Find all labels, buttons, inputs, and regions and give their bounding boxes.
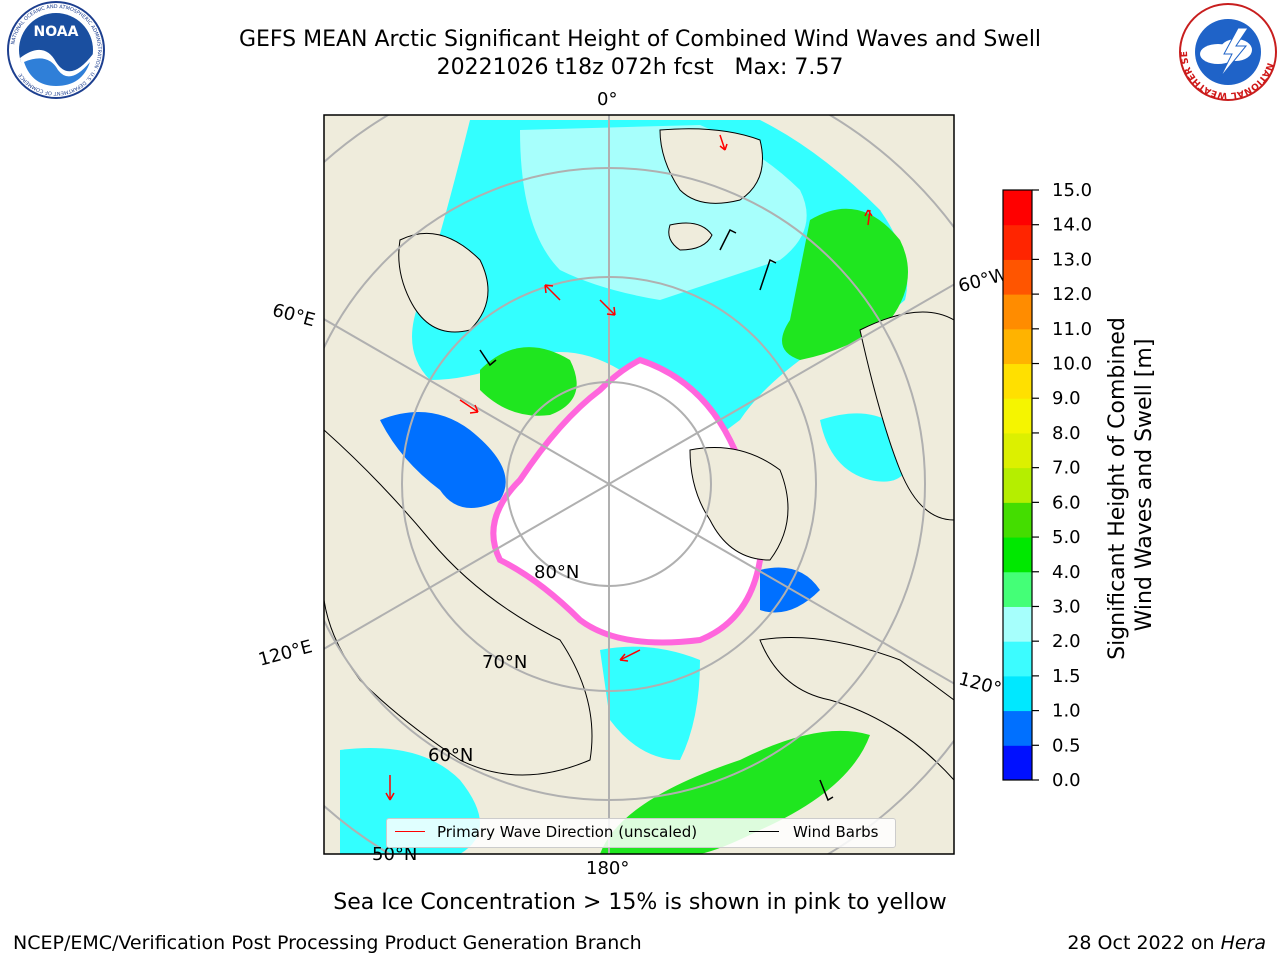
colorbar-tick-label: 15.0 [1052,180,1092,201]
colorbar-tick-label: 13.0 [1052,249,1092,270]
colorbar-bin [1003,641,1032,677]
wind-barbs-legend-label: Wind Barbs [793,823,879,841]
colorbar-bin [1003,606,1032,642]
lat-label-50n: 50°N [372,844,418,865]
colorbar-bin [1003,328,1032,365]
colorbar-bin [1003,363,1032,399]
footer-credit: NCEP/EMC/Verification Post Processing Pr… [13,932,642,954]
colorbar-tick-label: 5.0 [1052,527,1081,548]
map-frame [323,114,955,855]
colorbar-bin [1003,259,1032,295]
colorbar-label: Significant Height of Combined Wind Wave… [1105,310,1157,660]
colorbar-tick-label: 9.0 [1052,388,1081,409]
colorbar-tick-label: 2.0 [1052,631,1081,652]
chart-title: GEFS MEAN Arctic Significant Height of C… [238,27,1042,52]
nws-logo: NATIONAL WEATHER SERVICE [1176,0,1277,101]
arctic-archipelago [689,447,789,561]
footer-host: Hera [1220,932,1266,954]
sea-ice-note: Sea Ice Concentration > 15% is shown in … [333,890,947,915]
colorbar-tick-label: 11.0 [1052,319,1092,340]
colorbar-bin [1003,537,1032,573]
colorbar-bin [1003,190,1032,226]
beaufort-sea [760,567,820,613]
colorbar-bin [1003,571,1032,607]
lat-label-70n: 70°N [482,652,528,673]
colorbar-tick-label: 14.0 [1052,215,1092,236]
colorbar-bin [1003,398,1032,434]
wave-direction-arrows [385,134,873,801]
wind-barbs-legend-line [749,831,779,832]
colorbar-bin [1003,745,1032,781]
colorbar-bin [1003,502,1032,538]
wave-direction-legend-label: Primary Wave Direction (unscaled) [437,823,698,841]
chart-subtitle: 20221026 t18z 072h fcst Max: 7.57 [436,55,844,80]
colorbar-bin [1003,432,1032,469]
noaa-logo: NOAA NATIONAL OCEANIC AND ATMOSPHERIC AD… [7,1,105,99]
colorbar-tick-label: 7.0 [1052,458,1081,479]
colorbar-tick-label: 3.0 [1052,596,1081,617]
graticule [324,115,954,854]
colorbar-tick-label: 0.0 [1052,770,1081,791]
lat-label-60n: 60°N [428,745,474,766]
footer-date-text: 28 Oct 2022 on [1067,932,1221,954]
map-legend: Primary Wave Direction (unscaled) Wind B… [386,818,896,848]
alaska [759,637,954,781]
svalbard [668,222,713,251]
wind-barbs [479,228,834,802]
lon-label-0: 0° [597,89,618,110]
colorbar-tick-label: 1.0 [1052,701,1081,722]
colorbar-bin [1003,710,1032,746]
lon-label-180: 180° [586,858,630,879]
bering-sea [600,646,700,760]
kara-sea [380,412,506,508]
colorbar-tick-label: 6.0 [1052,492,1081,513]
footer-date: 28 Oct 2022 on Hera [1067,932,1266,954]
wave-direction-legend-line [395,831,425,832]
noaa-logo-text: NOAA [34,24,79,40]
colorbar-tick-label: 12.0 [1052,284,1092,305]
colorbar-bin [1003,467,1032,503]
colorbar-tick-label: 1.5 [1052,666,1081,687]
lat-label-80n: 80°N [534,562,580,583]
canada [859,311,954,521]
colorbar-bin [1003,675,1032,712]
colorbar-bin [1003,294,1032,330]
colorbar-tick-label: 4.0 [1052,562,1081,583]
colorbar-tick-label: 8.0 [1052,423,1081,444]
colorbar-tick-label: 0.5 [1052,735,1081,756]
colorbar-frame [1002,189,1033,781]
colorbar-bin [1003,224,1032,260]
colorbar-tick-label: 10.0 [1052,354,1092,375]
